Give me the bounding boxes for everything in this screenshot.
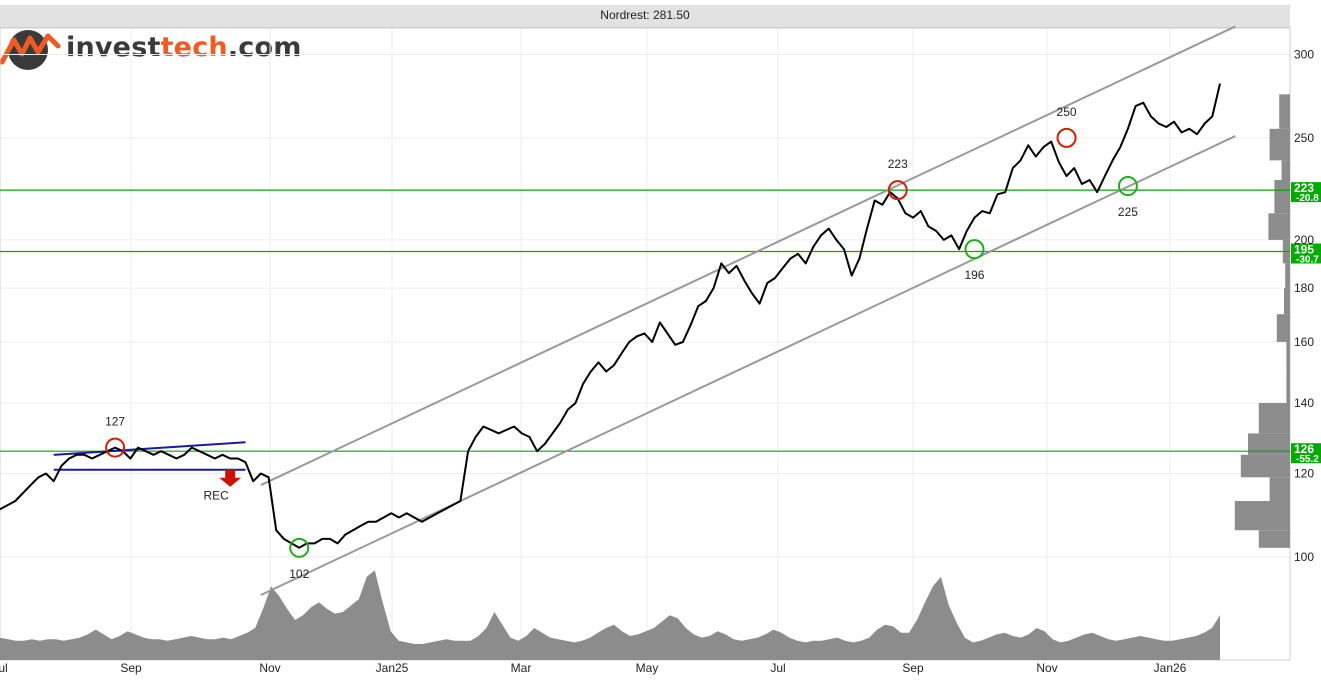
x-tick-label: Jan26 (1154, 661, 1187, 675)
annotation-circle-bottom (964, 239, 985, 260)
volume-profile-bar (1269, 477, 1290, 501)
y-tick-label: 140 (1294, 396, 1314, 410)
volume-area (0, 570, 1220, 660)
price-series (0, 83, 1221, 549)
volume-profile-bar (1284, 288, 1290, 315)
y-tick-label: 200 (1294, 233, 1314, 247)
volume-profile-bar (1258, 403, 1290, 434)
y-tick-label: 180 (1294, 281, 1314, 295)
level-label: 195 (1294, 242, 1314, 256)
annotation-circle-top (1056, 127, 1077, 148)
logo-word-2: tech (160, 32, 228, 63)
level-badge (1291, 182, 1321, 203)
volume-profile-bar (1234, 500, 1290, 531)
y-tick-label: 300 (1294, 48, 1314, 62)
volume-profile (1234, 94, 1290, 548)
plot-frame (0, 27, 1291, 661)
x-tick-label: Nov (1036, 661, 1057, 675)
volume-profile-bar (1268, 213, 1290, 240)
chart-title: Nordrest: 281.50 (600, 8, 690, 22)
level-pct: -30.7 (1296, 254, 1319, 265)
level-pct: -55.2 (1296, 454, 1319, 465)
volume-profile-bar (1240, 454, 1290, 478)
x-tick-label: Sep (902, 661, 924, 675)
x-tick-label: May (636, 661, 659, 675)
channel-upper-line (260, 25, 1236, 486)
y-tick-label: 160 (1294, 335, 1314, 349)
x-tick-label: Sep (120, 661, 142, 675)
level-badge (1291, 443, 1321, 464)
price-line (0, 83, 1221, 549)
logo-word-1: invest (66, 32, 161, 63)
annotation-label: 250 (1057, 105, 1077, 119)
y-tick-label: 250 (1294, 131, 1314, 145)
volume-profile-bar (1285, 263, 1290, 289)
logo-word-3: .com (227, 32, 302, 63)
level-label: 126 (1294, 442, 1314, 456)
x-tick-label: Mar (511, 661, 532, 675)
level-badge (1291, 243, 1321, 264)
volume-profile-bar (1286, 371, 1290, 404)
volume-profile-bar (1286, 341, 1290, 372)
annotation-circle-bottom (1117, 176, 1138, 197)
volume-profile-bar (1276, 314, 1290, 342)
annotations: 127 102 223 196 250 225 REC (105, 105, 1138, 581)
x-axis: Jul Sep Nov Jan25 Mar May Jul Sep Nov Jan26 (0, 661, 1187, 675)
annotation-label: 223 (888, 157, 908, 171)
level-label: 223 (1294, 181, 1314, 195)
volume-profile-bar (1248, 433, 1290, 455)
x-tick-label: Jan25 (376, 661, 409, 675)
annotation-label: 225 (1118, 205, 1138, 219)
volume-profile-bar (1281, 160, 1290, 181)
sell-signal-arrow-icon (219, 469, 242, 487)
signal-label: REC (204, 489, 230, 503)
rectangle-pattern (53, 441, 246, 471)
annotation-label: 196 (964, 268, 984, 282)
volume-profile-bar (1279, 94, 1290, 129)
volume-profile-bar (1258, 530, 1290, 548)
x-tick-label: Nov (259, 661, 280, 675)
trend-channel (260, 25, 1236, 596)
pattern-top-line (53, 441, 246, 456)
annotation-circle-bottom (289, 537, 310, 558)
x-tick-label: Jul (0, 661, 8, 675)
x-tick-label: Jul (770, 661, 785, 675)
logo-wordmark: investtech.com (66, 32, 302, 63)
annotation-circle-top (105, 437, 126, 458)
y-axis: 100 120 140 160 180 200 250 300 (1294, 48, 1314, 564)
annotation-label: 102 (289, 567, 309, 581)
channel-lower-line (260, 135, 1236, 596)
volume-profile-bar (1269, 128, 1290, 161)
volume-profile-bar (1274, 180, 1290, 214)
logo-mark-icon (0, 30, 61, 70)
level-pct: -20.8 (1296, 193, 1319, 204)
investtech-logo: investtech.com (0, 28, 301, 72)
annotation-circle-top (887, 180, 908, 201)
support-resistance-levels: 223-20.8 195-30.7 126-55.2 (0, 181, 1321, 465)
volume-shape (0, 570, 1220, 660)
y-tick-label: 100 (1294, 550, 1314, 564)
annotation-label: 127 (105, 415, 125, 429)
y-tick-label: 120 (1294, 467, 1314, 481)
grid (0, 27, 1291, 661)
